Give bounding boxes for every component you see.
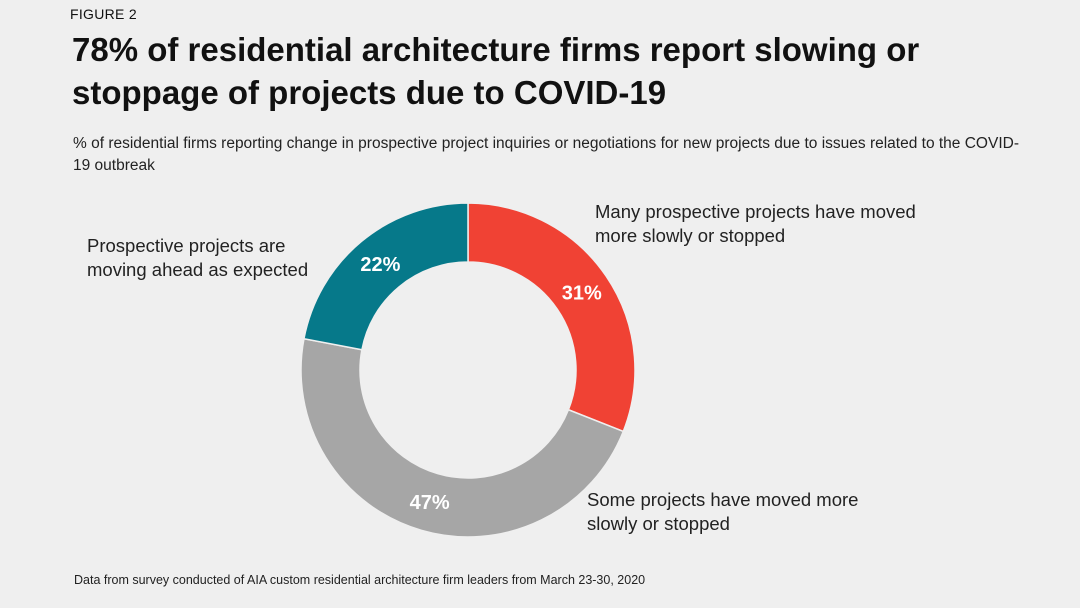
source-footnote: Data from survey conducted of AIA custom… (74, 573, 646, 587)
donut-slice-moving-ahead (303, 202, 469, 351)
figure-label: FIGURE 2 (70, 6, 137, 22)
donut-slice-many-slowed (467, 202, 636, 433)
slice-callout-some-slowed: Some projects have moved more slowly or … (587, 489, 859, 534)
donut-value-label-many-slowed: 31% (562, 283, 602, 305)
chart-title: 78% of residential architecture firms re… (72, 31, 920, 111)
donut-value-label-some-slowed: 47% (410, 492, 450, 514)
chart-subtitle: % of residential firms reporting change … (73, 135, 1019, 174)
donut-slice-some-slowed (300, 337, 625, 538)
slice-callout-many-slowed: Many prospective projects have moved mor… (595, 201, 916, 246)
slice-callout-moving-ahead: Prospective projects are moving ahead as… (87, 235, 309, 280)
donut-value-label-moving-ahead: 22% (360, 254, 400, 276)
